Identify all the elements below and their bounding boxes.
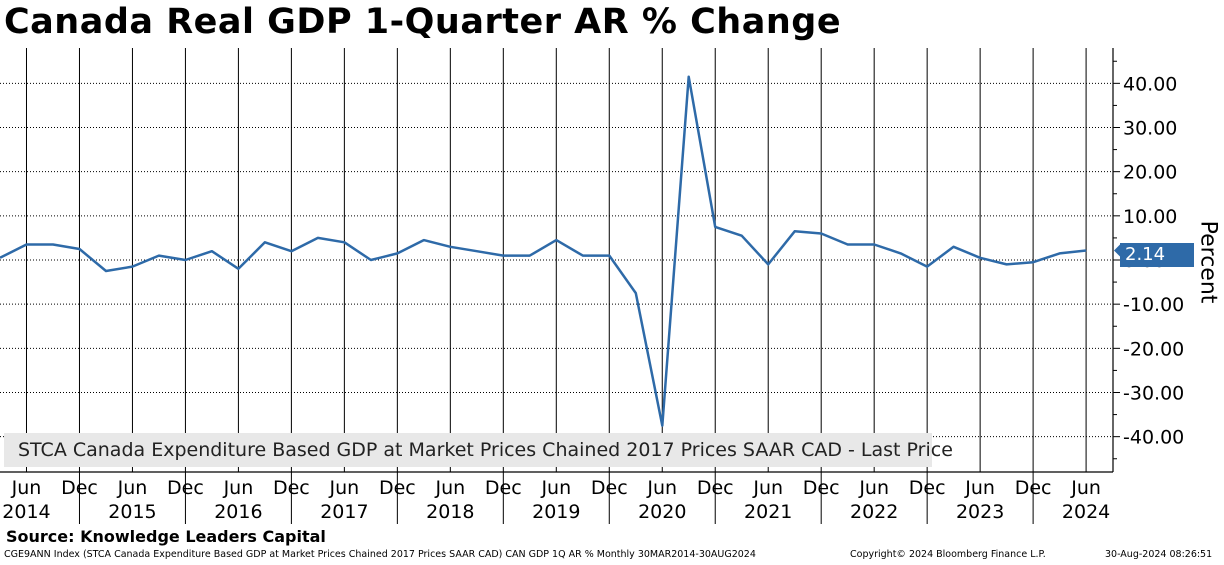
y-tick-label: 30.00 (1123, 118, 1177, 140)
chart-title: Canada Real GDP 1-Quarter AR % Change (4, 2, 842, 42)
x-year-label: 2018 (426, 501, 474, 523)
x-tick-labels: Jun Dec Jun Dec Jun Dec Jun Dec Jun Dec Jun Dec Jun D… (2, 477, 1110, 523)
x-month-label: Dec (591, 477, 628, 499)
x-month-label: Dec (273, 477, 310, 499)
footer-description: CGE9ANN Index (STCA Canada Expenditure B… (4, 549, 756, 560)
x-year-label: 2019 (532, 501, 580, 523)
chart-legend: STCA Canada Expenditure Based GDP at Mar… (4, 433, 953, 467)
x-month-label: Jun (117, 477, 148, 499)
x-year-label: 2016 (214, 501, 262, 523)
x-month-label: Jun (434, 477, 465, 499)
x-month-label: Jun (329, 477, 360, 499)
x-month-label: Dec (909, 477, 946, 499)
y-tick-label: 40.00 (1123, 73, 1177, 95)
chart-axes (0, 48, 1121, 524)
x-year-label: 2023 (956, 501, 1004, 523)
last-value-badge: 2.14 (1120, 243, 1194, 267)
y-axis-label: Percent (1195, 220, 1221, 304)
x-month-label: Jun (646, 477, 677, 499)
x-month-label: Jun (1070, 477, 1101, 499)
x-month-label: Jun (858, 477, 889, 499)
footer-timestamp: 30-Aug-2024 08:26:51 (1105, 549, 1213, 560)
x-month-label: Dec (167, 477, 204, 499)
x-month-label: Dec (803, 477, 840, 499)
y-tick-label: 10.00 (1123, 206, 1177, 228)
x-year-label: 2017 (320, 501, 368, 523)
footer-copyright: Copyright© 2024 Bloomberg Finance L.P. (850, 549, 1046, 560)
source-note: Source: Knowledge Leaders Capital (6, 527, 326, 546)
x-year-label: 2024 (1062, 501, 1110, 523)
x-month-label: Dec (61, 477, 98, 499)
x-month-label: Jun (752, 477, 783, 499)
series-line (0, 75, 1087, 427)
y-tick-label: -20.00 (1123, 338, 1184, 360)
last-value-pointer (1114, 243, 1121, 258)
x-year-label: 2020 (638, 501, 686, 523)
x-month-label: Jun (540, 477, 571, 499)
x-year-label: 2022 (850, 501, 898, 523)
x-month-label: Dec (1015, 477, 1052, 499)
x-year-label: 2021 (744, 501, 792, 523)
y-tick-label: -30.00 (1123, 383, 1184, 405)
x-month-label: Jun (964, 477, 995, 499)
chart-series (0, 75, 1087, 427)
x-month-label: Dec (697, 477, 734, 499)
x-month-label: Dec (379, 477, 416, 499)
x-month-label: Dec (485, 477, 522, 499)
y-tick-label: -10.00 (1123, 294, 1184, 316)
x-month-label: Jun (223, 477, 254, 499)
legend-label: STCA Canada Expenditure Based GDP at Mar… (18, 439, 953, 461)
x-year-label: 2015 (108, 501, 156, 523)
chart-grid (0, 48, 1113, 472)
x-month-label: Jun (11, 477, 42, 499)
y-tick-label: -40.00 (1123, 427, 1184, 449)
y-tick-label: 20.00 (1123, 162, 1177, 184)
x-year-label: 2014 (2, 501, 50, 523)
